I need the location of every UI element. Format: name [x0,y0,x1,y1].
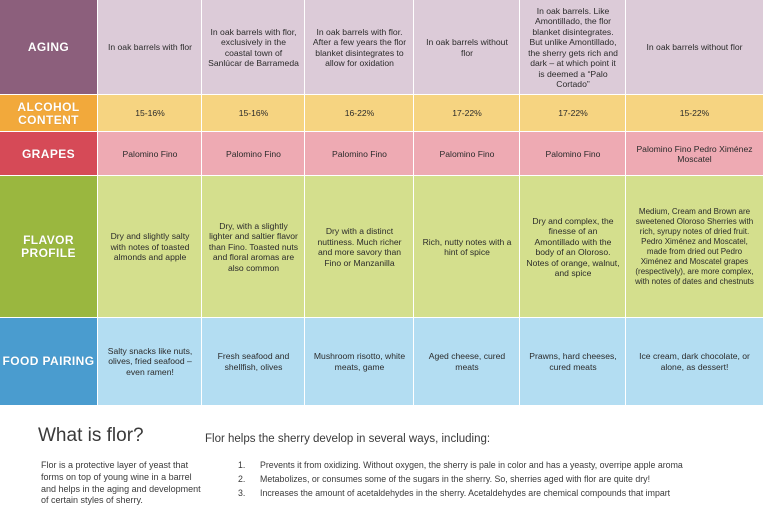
column-divider [519,0,520,405]
column-divider [304,0,305,405]
table-cell: Palomino Fino Pedro Ximénez Moscatel [626,132,763,176]
flor-intro: Flor helps the sherry develop in several… [205,433,491,445]
flor-benefit-item: 2. Metabolizes, or consumes some of the … [238,473,758,487]
table-cell: Mushroom risotto, white meats, game [305,318,414,405]
row-divider [0,94,763,95]
table-cell: Medium, Cream and Brown are sweetened Ol… [626,176,763,318]
table-cell: In oak barrels with flor. After a few ye… [305,0,414,95]
flor-benefit-number: 1. [238,460,246,470]
flor-heading: What is flor? [38,425,144,446]
row-divider [0,175,763,176]
table-cell: In oak barrels with flor, exclusively in… [202,0,305,95]
table-cell: Ice cream, dark chocolate, or alone, as … [626,318,763,405]
row-divider [0,131,763,132]
table-cell: 15-16% [202,95,305,132]
table-cell: In oak barrels without flor [626,0,763,95]
flor-benefit-text: Metabolizes, or consumes some of the sug… [260,473,651,484]
table-cell: Palomino Fino [414,132,520,176]
flor-benefit-number: 2. [238,473,246,484]
table-cell: Prawns, hard cheeses, cured meats [520,318,626,405]
table-cell: Salty snacks like nuts, olives, fried se… [98,318,202,405]
row-header-alcohol-content: ALCOHOL CONTENT [0,95,97,132]
column-divider [97,0,98,405]
table-cell: Aged cheese, cured meats [414,318,520,405]
table-cell: Dry, with a slightly lighter and saltier… [202,176,305,318]
table-cell: Palomino Fino [520,132,626,176]
table-cell: 17-22% [414,95,520,132]
row-header-grapes: GRAPES [0,132,97,176]
table-cell: Dry and complex, the finesse of an Amont… [520,176,626,318]
flor-benefit-text: Increases the amount of acetaldehydes in… [260,487,671,498]
column-divider [625,0,626,405]
row-header-aging: AGING [0,0,97,95]
column-divider [201,0,202,405]
table-cell: 16-22% [305,95,414,132]
table-cell: Palomino Fino [98,132,202,176]
table-cell: 17-22% [520,95,626,132]
table-cell: 15-22% [626,95,763,132]
table-cell: Palomino Fino [202,132,305,176]
table-cell: In oak barrels. Like Amontillado, the fl… [520,0,626,95]
flor-section: What is flor? Flor helps the sherry deve… [0,405,763,505]
flor-benefit-number: 3. [238,487,246,498]
flor-benefit-text: Prevents it from oxidizing. Without oxyg… [260,460,683,470]
table-cell: Dry and slightly salty with notes of toa… [98,176,202,318]
row-header-food-pairing: FOOD PAIRING [0,318,97,405]
flor-benefit-item: 1. Prevents it from oxidizing. Without o… [238,459,758,473]
table-cell: In oak barrels without flor [414,0,520,95]
row-divider [0,317,763,318]
table-cell: Dry with a distinct nuttiness. Much rich… [305,176,414,318]
sherry-comparison-table: AGING In oak barrels with flor In oak barr… [0,0,763,405]
table-cell: In oak barrels with flor [98,0,202,95]
table-cell: 15-16% [98,95,202,132]
flor-benefit-item: 3. Increases the amount of acetaldehydes… [238,487,758,501]
column-divider [413,0,414,405]
row-header-flavor-profile: FLAVOR PROFILE [0,176,97,318]
table-cell: Palomino Fino [305,132,414,176]
table-cell: Rich, nutty notes with a hint of spice [414,176,520,318]
flor-benefits-list: 1. Prevents it from oxidizing. Without o… [238,459,758,500]
table-cell: Fresh seafood and shellfish, olives [202,318,305,405]
